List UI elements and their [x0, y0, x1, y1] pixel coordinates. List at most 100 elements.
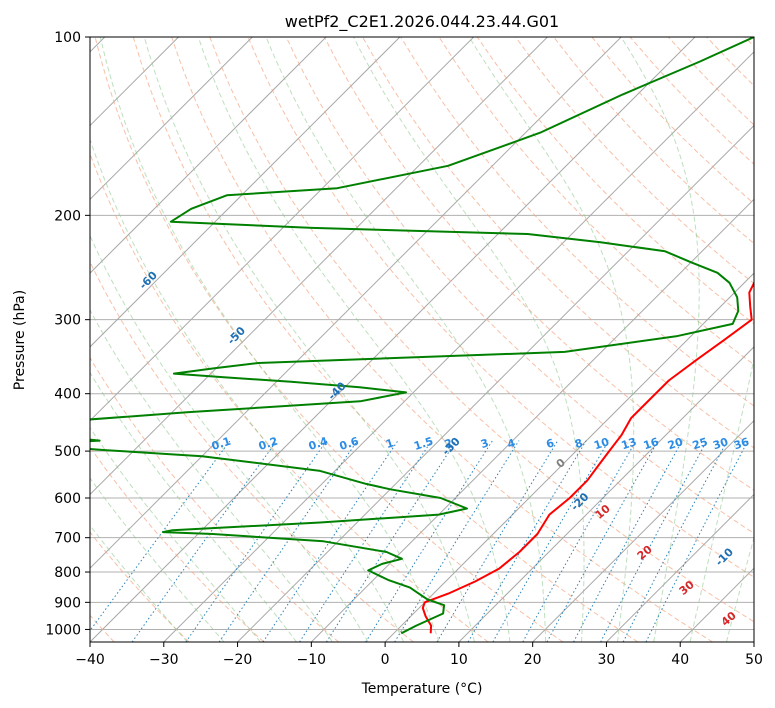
mixing-ratio-line — [299, 440, 433, 642]
mixing-ratio-label: 10 — [592, 435, 611, 452]
mixing-ratio-line — [645, 440, 749, 642]
mixing-ratio-label: 36 — [732, 435, 751, 452]
y-axis-label: Pressure (hPa) — [12, 290, 28, 390]
mixing-ratio-line — [492, 440, 610, 642]
dry-adiabat-line — [285, 37, 754, 535]
mixing-ratio-line — [185, 440, 328, 642]
dry-adiabat-line — [90, 446, 265, 642]
mixing-ratio-line — [573, 440, 683, 642]
moist-adiabat-line — [689, 356, 754, 642]
moist-adiabat-line — [90, 524, 188, 642]
mixing-ratio-line — [218, 440, 358, 642]
isotherm-line — [384, 272, 754, 642]
x-tick-label: 50 — [745, 652, 763, 668]
mixing-ratio-label: 6 — [545, 436, 557, 451]
mixing-ratio-line — [325, 440, 457, 642]
isotherm-line — [90, 37, 622, 569]
isotherm-line — [90, 37, 548, 496]
isotherm-line — [163, 51, 754, 642]
mixing-ratio-line — [131, 440, 278, 642]
moist-adiabat-line — [90, 137, 405, 642]
dry-adiabat-line — [90, 260, 414, 642]
mixing-ratio-label: 8 — [573, 436, 584, 451]
x-tick-label: 30 — [598, 652, 616, 668]
mixing-ratio-label: 0.2 — [257, 435, 280, 453]
mixing-ratio-line — [522, 440, 637, 642]
isotherm-line — [532, 419, 754, 642]
isotherm-line — [90, 37, 475, 422]
y-tick-label: 400 — [54, 387, 81, 403]
mixing-ratio-line — [436, 440, 559, 642]
moist-adiabat-line — [726, 535, 754, 642]
mixing-ratio-label: 16 — [642, 435, 661, 452]
x-tick-label: 10 — [450, 652, 468, 668]
isotherm-line — [753, 641, 754, 642]
moist-adiabat-line — [197, 37, 511, 642]
y-tick-label: 600 — [54, 491, 81, 507]
dry-adiabat-line — [553, 37, 754, 245]
dry-adiabat-label: -40 — [325, 379, 348, 402]
moist-adiabat-line — [90, 371, 297, 642]
y-tick-label: 1000 — [45, 622, 81, 638]
plot-frame — [89, 36, 755, 643]
mixing-ratio-line — [546, 440, 659, 642]
dry-adiabat-label: -10 — [713, 545, 736, 568]
mixing-ratio-label: 25 — [691, 435, 710, 452]
dry-adiabat-line — [209, 37, 754, 623]
moist-adiabat-label: 40 — [719, 609, 739, 629]
dry-adiabat-line — [438, 37, 754, 366]
moist-adiabat-line — [620, 37, 700, 642]
isotherm-line — [90, 37, 327, 274]
x-tick-label: −30 — [149, 652, 179, 668]
dewpoint-profile — [90, 37, 754, 635]
mixing-ratio-label: 0.4 — [307, 434, 330, 452]
mixing-ratio-line — [394, 440, 520, 642]
dry-adiabat-label: -50 — [225, 324, 248, 347]
isotherm-line — [90, 37, 401, 348]
moist-adiabat-line — [265, 37, 547, 642]
mixing-ratio-label: 4 — [506, 436, 518, 451]
mixing-ratio-label: 0.6 — [338, 434, 361, 452]
moist-adiabat-line — [90, 234, 369, 642]
x-tick-label: −20 — [223, 652, 253, 668]
dry-adiabat-label: -60 — [137, 269, 160, 292]
isotherm-line — [606, 493, 754, 642]
x-tick-label: 0 — [381, 652, 390, 668]
moist-adiabat-label: 0 — [554, 456, 568, 471]
moist-adiabat-line — [143, 37, 475, 642]
y-axis-ticks: 100 200 300 400 500 600 700 800 900 1000 — [45, 30, 90, 638]
x-axis-label: Temperature (°C) — [361, 681, 483, 697]
dry-adiabat-line — [94, 37, 564, 642]
mixing-ratio-line — [467, 440, 587, 642]
chart-series — [90, 37, 754, 635]
mixing-ratio-label: 3 — [479, 436, 490, 451]
isotherm-line — [458, 346, 754, 642]
y-tick-label: 500 — [54, 444, 81, 460]
dry-adiabat-line — [90, 531, 190, 642]
dry-adiabat-line — [744, 37, 754, 47]
temperature-profile — [421, 280, 754, 634]
moist-adiabat-line — [90, 477, 225, 642]
dry-adiabat-line — [132, 37, 639, 642]
dry-adiabat-label: -20 — [568, 490, 591, 513]
x-tick-label: 40 — [671, 652, 689, 668]
mixing-ratio-label: 2 — [443, 436, 454, 451]
dry-adiabat-line — [90, 356, 339, 642]
mixing-ratio-line — [262, 440, 399, 642]
mixing-ratio-label: 1 — [384, 436, 395, 451]
chart-title: wetPf2_C2E1.2026.044.23.44.G01 — [285, 12, 559, 32]
isotherm-line — [90, 37, 696, 642]
dry-adiabat-line — [362, 37, 754, 449]
moist-adiabat-line — [99, 37, 440, 642]
y-tick-label: 100 — [54, 30, 81, 46]
mixing-ratio-line — [600, 440, 708, 642]
x-tick-label: −10 — [297, 652, 327, 668]
dry-adiabat-label: -80 — [0, 158, 18, 181]
mixing-ratio-label: 0.1 — [210, 435, 233, 453]
dry-adiabat-line — [171, 37, 713, 642]
dry-adiabat-line — [515, 37, 754, 285]
mixing-ratio-label: 1.5 — [412, 435, 435, 453]
chart-line-labels: 0.10.20.40.611.52346810131620253036-100-… — [0, 158, 751, 629]
y-tick-label: 700 — [54, 531, 81, 547]
